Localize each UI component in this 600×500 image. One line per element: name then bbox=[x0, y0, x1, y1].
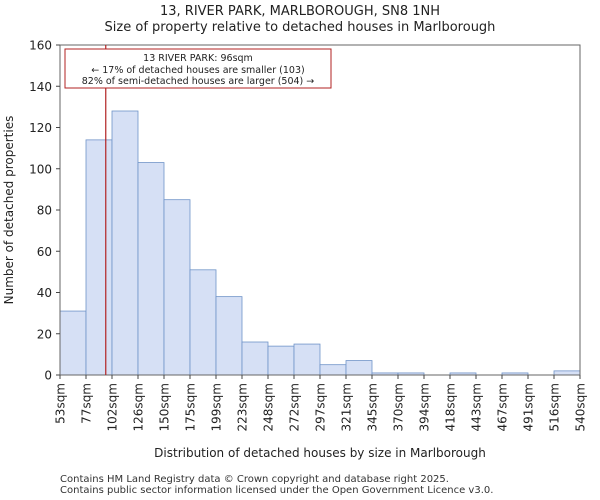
x-tick-label: 516sqm bbox=[548, 383, 562, 431]
footer-licence: Contains public sector information licen… bbox=[60, 485, 493, 496]
y-axis-label: Number of detached properties bbox=[2, 116, 16, 305]
x-tick-label: 370sqm bbox=[392, 383, 406, 431]
y-tick-label: 0 bbox=[44, 369, 52, 383]
x-tick-label: 491sqm bbox=[522, 383, 536, 431]
y-tick-label: 140 bbox=[29, 80, 52, 94]
annotation-line-1: 13 RIVER PARK: 96sqm bbox=[143, 53, 253, 64]
bars-group bbox=[60, 111, 580, 375]
x-tick-label: 443sqm bbox=[470, 383, 484, 431]
bar-77sqm bbox=[86, 140, 112, 375]
bar-272sqm bbox=[294, 344, 320, 375]
x-tick-label: 223sqm bbox=[236, 383, 250, 431]
x-tick-label: 150sqm bbox=[158, 383, 172, 431]
bar-126sqm bbox=[138, 163, 164, 375]
annotation-line-2: ← 17% of detached houses are smaller (10… bbox=[91, 65, 304, 76]
x-tick-label: 77sqm bbox=[80, 383, 94, 424]
x-tick-label: 126sqm bbox=[132, 383, 146, 431]
x-tick-label: 102sqm bbox=[106, 383, 120, 431]
histogram-chart: 0 20 40 60 80 100 120 140 160 53sqm 77sqm 102sqm 12… bbox=[0, 0, 600, 500]
bar-150sqm bbox=[164, 200, 190, 375]
y-tick-label: 60 bbox=[37, 245, 52, 259]
x-tick-label: 199sqm bbox=[210, 383, 224, 431]
bar-297sqm bbox=[320, 365, 346, 375]
y-tick-label: 120 bbox=[29, 121, 52, 135]
bar-248sqm bbox=[268, 346, 294, 375]
y-tick-label: 80 bbox=[37, 204, 52, 218]
x-tick-label: 297sqm bbox=[314, 383, 328, 431]
footer-copyright: Contains HM Land Registry data © Crown c… bbox=[60, 474, 449, 485]
x-tick-label: 418sqm bbox=[444, 383, 458, 431]
y-axis: 0 20 40 60 80 100 120 140 160 bbox=[29, 39, 60, 383]
y-tick-label: 160 bbox=[29, 39, 52, 53]
x-tick-label: 175sqm bbox=[184, 383, 198, 431]
bar-516sqm bbox=[554, 371, 580, 375]
bar-223sqm bbox=[242, 342, 268, 375]
annotation-box: 13 RIVER PARK: 96sqm ← 17% of detached h… bbox=[65, 49, 331, 88]
y-tick-label: 100 bbox=[29, 162, 52, 176]
bar-321sqm bbox=[346, 361, 372, 375]
bar-199sqm bbox=[216, 297, 242, 375]
x-tick-label: 540sqm bbox=[574, 383, 588, 431]
x-tick-label: 272sqm bbox=[288, 383, 302, 431]
x-tick-label: 53sqm bbox=[54, 383, 68, 424]
x-tick-label: 345sqm bbox=[366, 383, 380, 431]
x-tick-label: 248sqm bbox=[262, 383, 276, 431]
bar-175sqm bbox=[190, 270, 216, 375]
bar-102sqm bbox=[112, 111, 138, 375]
x-tick-label: 467sqm bbox=[496, 383, 510, 431]
y-tick-label: 20 bbox=[37, 327, 52, 341]
x-tick-label: 394sqm bbox=[418, 383, 432, 431]
x-axis-label: Distribution of detached houses by size … bbox=[154, 446, 486, 460]
x-axis: 53sqm 77sqm 102sqm 126sqm 150sqm 175sqm 199sqm… bbox=[54, 375, 588, 431]
y-tick-label: 40 bbox=[37, 286, 52, 300]
x-tick-label: 321sqm bbox=[340, 383, 354, 431]
annotation-line-3: 82% of semi-detached houses are larger (… bbox=[82, 76, 315, 87]
bar-53sqm bbox=[60, 311, 86, 375]
